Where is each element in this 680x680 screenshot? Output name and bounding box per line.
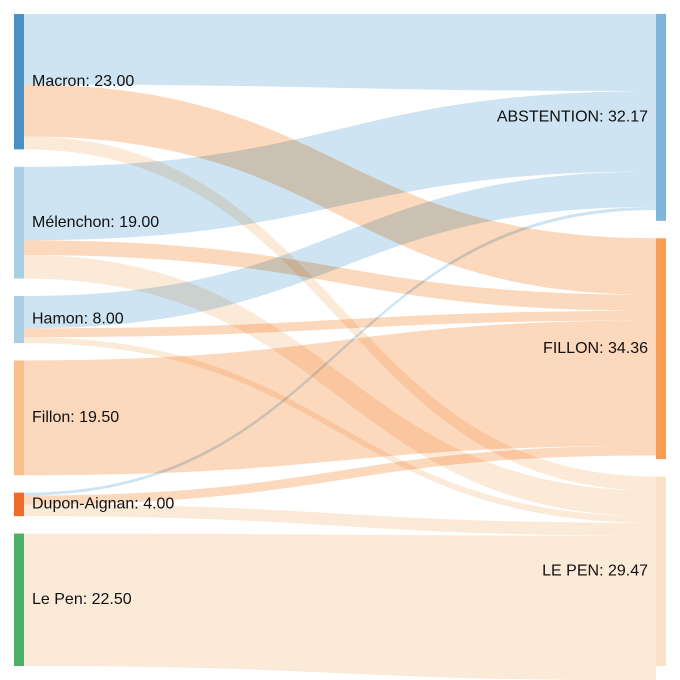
link-hamon-to-abstention — [24, 171, 656, 329]
link-macron-to-abstention — [24, 14, 656, 92]
link-lepen-to-lepen2 — [24, 533, 656, 680]
node-bar-abstention — [656, 14, 666, 221]
node-bar-fillon — [14, 360, 24, 476]
link-dupont-to-abstention — [24, 206, 656, 496]
node-bar-melenchon — [14, 166, 24, 279]
link-melenchon-to-fillon2 — [24, 240, 656, 311]
node-label-hamon: Hamon: 8.00 — [32, 311, 124, 328]
node-label-melenchon: Mélenchon: 19.00 — [32, 214, 159, 231]
node-label-fillon2: FILLON: 34.36 — [543, 340, 648, 357]
labels-layer: Macron: 23.00 Mélenchon: 19.00 Hamon: 8.00… — [32, 73, 648, 608]
node-bar-macron — [14, 14, 24, 150]
link-fillon-to-fillon2 — [24, 320, 656, 476]
link-hamon-to-fillon2 — [24, 310, 656, 338]
nodes-layer — [14, 14, 666, 666]
node-bar-hamon — [14, 295, 24, 344]
node-label-lepen2: LE PEN: 29.47 — [542, 563, 648, 580]
link-macron-to-lepen2 — [24, 136, 656, 491]
links-layer — [24, 14, 656, 680]
node-bar-lepen2 — [656, 476, 666, 666]
link-dupont-to-fillon2 — [24, 445, 656, 505]
node-label-fillon: Fillon: 19.50 — [32, 409, 119, 426]
node-label-lepen: Le Pen: 22.50 — [32, 591, 132, 608]
node-label-macron: Macron: 23.00 — [32, 73, 134, 90]
node-bar-dupont — [14, 492, 24, 517]
node-label-abstention: ABSTENTION: 32.17 — [497, 109, 648, 126]
link-dupont-to-lepen2 — [24, 504, 656, 536]
link-melenchon-to-abstention — [24, 91, 656, 241]
node-bar-fillon2 — [656, 238, 666, 460]
node-bar-lepen — [14, 533, 24, 666]
node-label-dupont: Dupon-Aignan: 4.00 — [32, 496, 174, 513]
